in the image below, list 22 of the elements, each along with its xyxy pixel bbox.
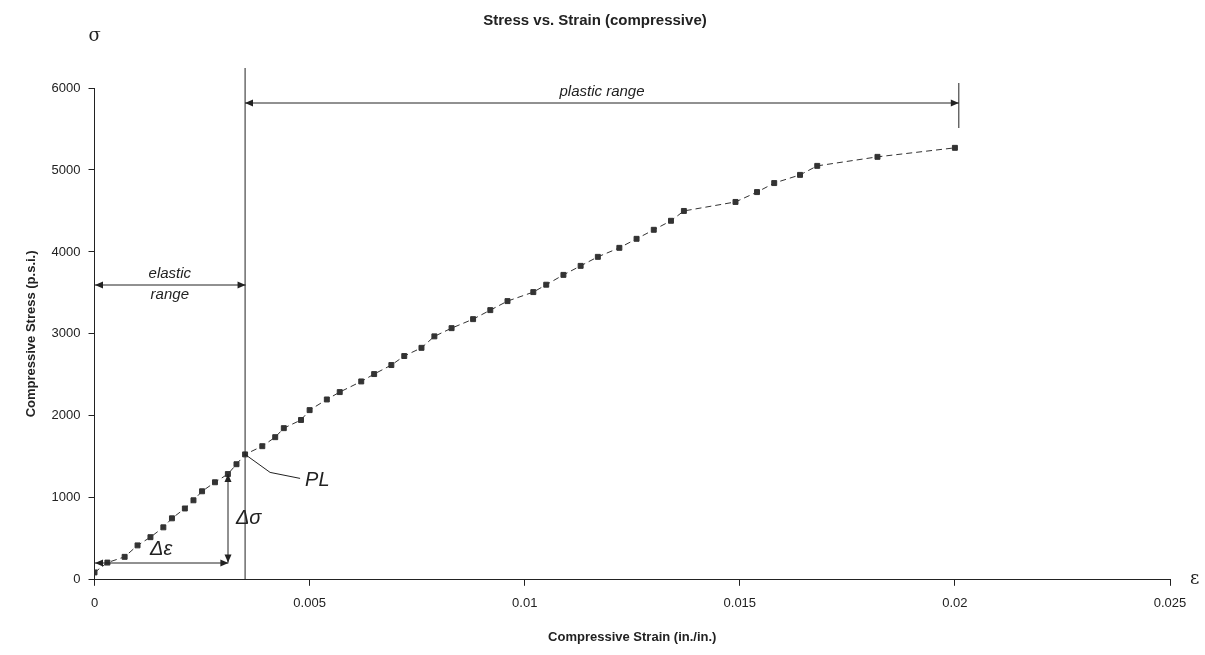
y-tick-label: 2000 [51, 407, 81, 423]
x-tick-label: 0 [90, 595, 99, 611]
annotation: plastic range [558, 82, 645, 100]
x-tick-label: 0.01 [512, 595, 538, 611]
x-axis-title: Compressive Strain (in./in.) [548, 628, 717, 644]
y-tick-label: 0 [73, 571, 81, 587]
x-tick-label: 0.02 [942, 595, 968, 611]
annotation: PL [305, 467, 330, 490]
y-axis-title: Compressive Stress (p.s.i.) [23, 250, 39, 418]
annotation: Δε [149, 537, 174, 560]
y-tick-label: 6000 [51, 79, 81, 95]
x-tick-label: 0.015 [723, 595, 757, 611]
x-tick-label: 0.005 [293, 595, 326, 611]
text: σ [88, 23, 101, 45]
text: ε [1190, 567, 1200, 589]
y-tick-label: 1000 [51, 489, 81, 505]
annotation: elastic range [148, 264, 192, 303]
x-tick-label: 0.025 [1153, 595, 1187, 611]
y-tick-label: 4000 [51, 243, 81, 259]
y-tick-label: 5000 [51, 161, 81, 177]
chart-title: Stress vs. Strain (compressive) [483, 11, 707, 29]
y-tick-label: 3000 [51, 325, 81, 341]
